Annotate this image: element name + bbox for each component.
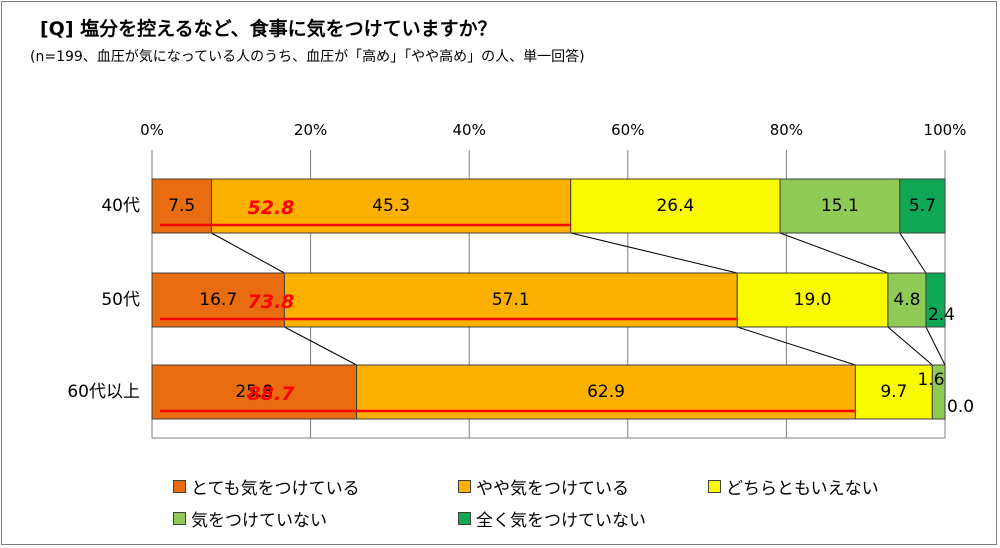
legend-label: とても気をつけている (191, 479, 360, 499)
legend-item: 全く気をつけていない (458, 506, 646, 531)
bar-segment (931, 364, 946, 420)
combined-label: 88.7 (248, 383, 296, 405)
data-label: 2.4 (928, 305, 955, 325)
data-label: 62.9 (587, 382, 625, 402)
data-label: 57.1 (492, 290, 530, 310)
chart-title: [Q] 塩分を控えるなど、食事に気をつけていますか？ (40, 18, 497, 40)
legend-label: どちらともいえない (726, 479, 879, 499)
legend-swatch (708, 480, 721, 493)
legend-label: 気をつけていない (191, 511, 327, 531)
data-label: 15.1 (821, 196, 859, 216)
series-connector-line (899, 232, 927, 274)
bar-segment (887, 272, 927, 328)
series-connector-line (887, 326, 933, 366)
data-label: 19.0 (794, 290, 832, 310)
bar-segment (736, 272, 889, 328)
data-label: 7.5 (168, 196, 195, 216)
x-tick-label: 20% (294, 121, 327, 139)
bar-segment (854, 364, 933, 420)
data-label: 16.7 (199, 290, 237, 310)
x-tick-label: 40% (453, 121, 486, 139)
x-tick-label: 60% (611, 121, 644, 139)
bar-segment (570, 178, 781, 234)
legend-item: どちらともいえない (708, 474, 879, 499)
legend-swatch (458, 512, 471, 525)
legend-label: 全く気をつけていない (476, 511, 646, 531)
x-tick-label: 0% (140, 121, 164, 139)
data-label: 9.7 (880, 382, 907, 402)
legend-swatch (173, 512, 186, 525)
bar-segment (779, 178, 901, 234)
data-label: 26.4 (656, 196, 694, 216)
category-label: 40代 (101, 196, 140, 216)
series-connector-line (211, 232, 285, 274)
legend-swatch (173, 480, 186, 493)
data-label: 0.0 (947, 397, 974, 417)
legend-label: やや気をつけている (476, 479, 629, 499)
x-tick-label: 80% (770, 121, 803, 139)
combined-label: 73.8 (248, 291, 295, 313)
series-connector-line (570, 232, 738, 274)
legend-item: 気をつけていない (173, 506, 327, 531)
combined-label: 52.8 (248, 197, 295, 219)
legend-item: やや気をつけている (458, 474, 629, 499)
category-label: 50代 (101, 290, 140, 310)
chart-subtitle: (n=199、血圧が気になっている人のうち、血圧が「高め」「やや高め」の人、単一… (30, 49, 585, 65)
x-tick-label: 100% (924, 121, 967, 139)
bar-segment (925, 272, 946, 328)
data-label: 25.8 (235, 382, 273, 402)
series-connector-line (737, 326, 856, 366)
series-connector-line (284, 326, 357, 366)
data-label: 5.7 (909, 196, 936, 216)
chart-legend: とても気をつけている やや気をつけている どちらともいえない気をつけていない 全く気を… (173, 474, 953, 534)
data-label: 4.8 (893, 290, 920, 310)
legend-item: とても気をつけている (173, 474, 360, 499)
data-label: 45.3 (372, 196, 410, 216)
data-label: 1.6 (917, 370, 944, 390)
bar-segment (899, 178, 946, 234)
legend-swatch (458, 480, 471, 493)
category-label: 60代以上 (67, 382, 140, 402)
series-connector-line (925, 326, 946, 366)
series-connector-line (779, 232, 889, 274)
